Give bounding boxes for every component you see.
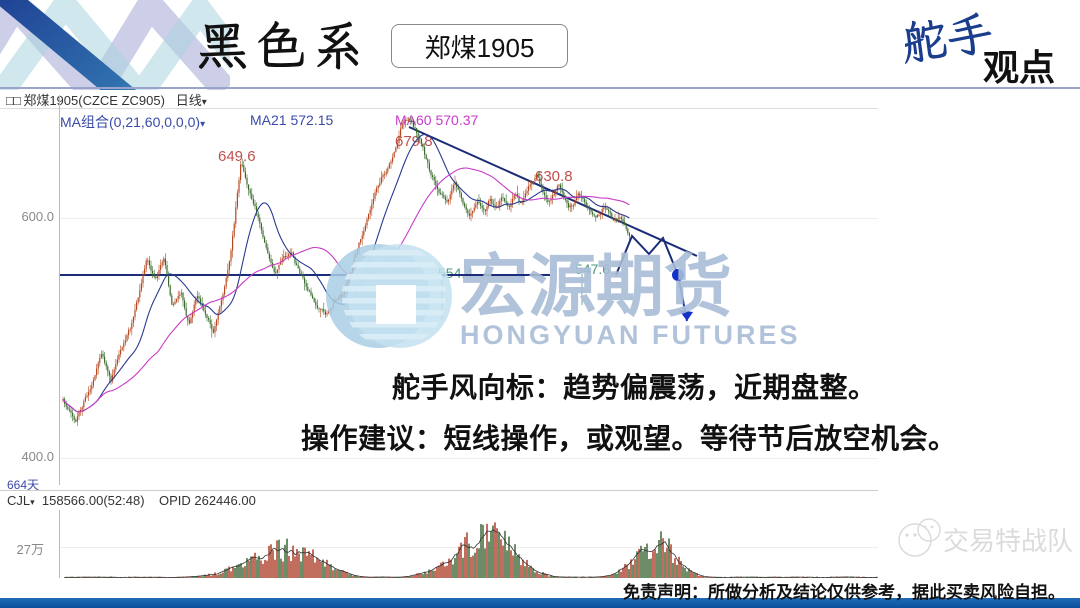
- svg-text:交易特战队: 交易特战队: [943, 526, 1073, 556]
- svg-text:观点: 观点: [983, 47, 1055, 88]
